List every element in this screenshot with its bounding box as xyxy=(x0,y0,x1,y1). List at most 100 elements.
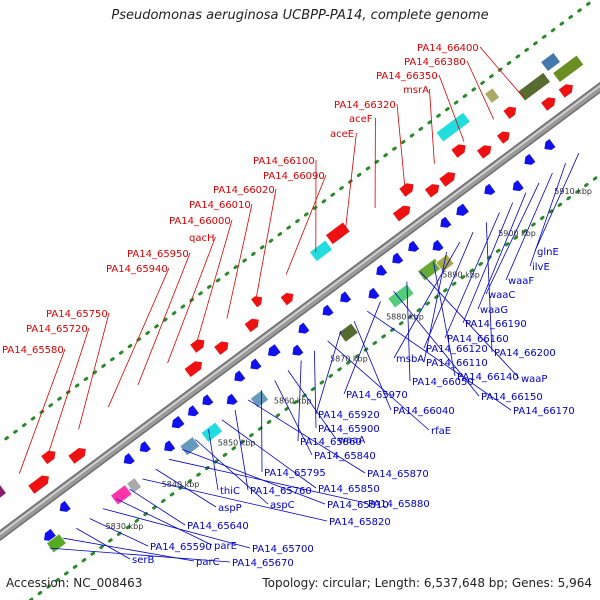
feature-block xyxy=(324,221,351,246)
forward-gene-arrow xyxy=(477,145,492,159)
reverse-gene-label: waaF xyxy=(508,276,534,287)
genome-summary: Topology: circular; Length: 6,537,648 bp… xyxy=(262,576,592,590)
reverse-label-leader xyxy=(182,449,326,505)
forward-gene-label: PA14_66320 xyxy=(334,100,396,111)
reverse-gene-arrow xyxy=(368,287,380,299)
reverse-label-leader xyxy=(76,528,131,560)
reverse-label-leader xyxy=(485,182,540,295)
reverse-gene-arrow xyxy=(226,393,238,405)
reverse-gene-arrow xyxy=(187,405,199,417)
gene-arrow-shape xyxy=(41,450,56,465)
gene-arrow-shape xyxy=(477,145,492,159)
reverse-gene-label: PA14_65700 xyxy=(252,544,314,555)
forward-label-leader xyxy=(167,236,216,364)
feature-rect xyxy=(109,484,133,506)
feature-rect xyxy=(517,71,552,102)
reverse-label-leader xyxy=(315,330,342,415)
reverse-gene-arrow xyxy=(544,139,556,151)
feature-block xyxy=(517,71,552,102)
reverse-label-leader xyxy=(406,281,411,382)
reverse-gene-label: PA14_65860 xyxy=(300,437,362,448)
gene-arrow-shape xyxy=(28,475,49,494)
reverse-gene-arrow xyxy=(250,358,262,370)
feature-block xyxy=(200,421,224,443)
feature-rect xyxy=(552,54,585,84)
gene-arrow-shape xyxy=(544,139,556,151)
reverse-gene-label: aspC xyxy=(270,500,295,511)
gene-arrow-shape xyxy=(368,287,380,299)
forward-gene-arrow xyxy=(558,84,573,98)
reverse-label-leader xyxy=(261,390,263,473)
reverse-gene-arrow xyxy=(340,291,352,303)
tick-ring-outer xyxy=(0,0,596,446)
feature-rect xyxy=(249,389,270,409)
gene-arrow-shape xyxy=(524,153,536,165)
gene-arrow-shape xyxy=(408,240,420,252)
reverse-gene-arrow xyxy=(322,304,334,316)
gene-arrow-shape xyxy=(190,339,205,353)
reverse-gene-arrow xyxy=(268,344,281,357)
forward-gene-label: PA14_66100 xyxy=(253,156,315,167)
gene-arrow-shape xyxy=(234,370,246,382)
reverse-label-leader xyxy=(485,222,493,353)
gene-arrow-shape xyxy=(558,84,573,98)
gene-arrow-shape xyxy=(298,322,310,334)
forward-gene-label: PA14_65750 xyxy=(46,309,108,320)
gene-arrow-shape xyxy=(432,239,444,251)
reverse-label-leader xyxy=(534,153,580,252)
reverse-gene-arrow xyxy=(440,216,452,228)
reverse-label-leader xyxy=(353,320,392,411)
forward-gene-arrow xyxy=(451,144,466,158)
forward-label-leader xyxy=(396,103,406,186)
reverse-label-leader xyxy=(115,498,213,546)
reverse-label-leader xyxy=(423,251,447,363)
gene-arrow-shape xyxy=(214,341,229,355)
reverse-gene-label: PA14_65880 xyxy=(368,499,430,510)
reverse-gene-label: aspP xyxy=(218,503,242,514)
forward-gene-label: PA14_66400 xyxy=(417,43,479,54)
forward-gene-label: PA14_66010 xyxy=(189,200,251,211)
reverse-gene-label: PA14_65840 xyxy=(314,451,376,462)
reverse-gene-arrow xyxy=(139,441,151,453)
gene-arrow-shape xyxy=(164,440,176,452)
tick-ring-inner xyxy=(28,172,600,600)
forward-gene-arrow xyxy=(399,183,414,197)
forward-label-leader xyxy=(107,267,170,408)
reverse-gene-arrow xyxy=(171,416,185,429)
feature-block xyxy=(0,483,8,505)
gene-arrow-shape xyxy=(187,405,199,417)
reverse-gene-label: rfaE xyxy=(431,426,451,437)
feature-rect xyxy=(125,476,143,494)
forward-label-leader xyxy=(226,203,253,319)
reverse-gene-arrow xyxy=(164,440,176,452)
feature-rect xyxy=(179,436,201,457)
gene-arrow-shape xyxy=(541,97,556,111)
reverse-gene-label: PA14_65640 xyxy=(187,521,249,532)
gene-arrow-shape xyxy=(251,296,263,308)
forward-gene-arrow xyxy=(439,172,456,187)
feature-block xyxy=(483,87,501,104)
reverse-gene-label: PA14_66140 xyxy=(457,372,519,383)
kbp-tick-label: 5860 kbp xyxy=(274,396,312,405)
forward-gene-arrow xyxy=(251,296,263,308)
feature-rect xyxy=(435,111,471,143)
gene-arrow-shape xyxy=(399,183,414,197)
forward-gene-label: aceF xyxy=(349,114,373,125)
gene-arrow-shape xyxy=(392,205,411,222)
reverse-gene-label: PA14_65810 xyxy=(327,500,389,511)
reverse-label-leader xyxy=(367,310,512,411)
reverse-label-leader xyxy=(195,439,269,505)
forward-label-leader xyxy=(466,60,495,120)
gene-arrow-shape xyxy=(456,203,469,216)
forward-gene-arrow xyxy=(424,184,440,198)
gene-arrow-shape xyxy=(184,361,203,378)
feature-rect xyxy=(540,51,562,73)
kbp-tick-label: 5880 kbp xyxy=(386,313,424,322)
forward-label-leader xyxy=(438,74,465,142)
reverse-gene-arrow xyxy=(376,264,388,276)
gene-arrow-shape xyxy=(68,448,86,464)
reverse-gene-label: serB xyxy=(132,555,154,566)
reverse-label-leader xyxy=(444,212,500,339)
forward-gene-label: PA14_65940 xyxy=(106,264,168,275)
